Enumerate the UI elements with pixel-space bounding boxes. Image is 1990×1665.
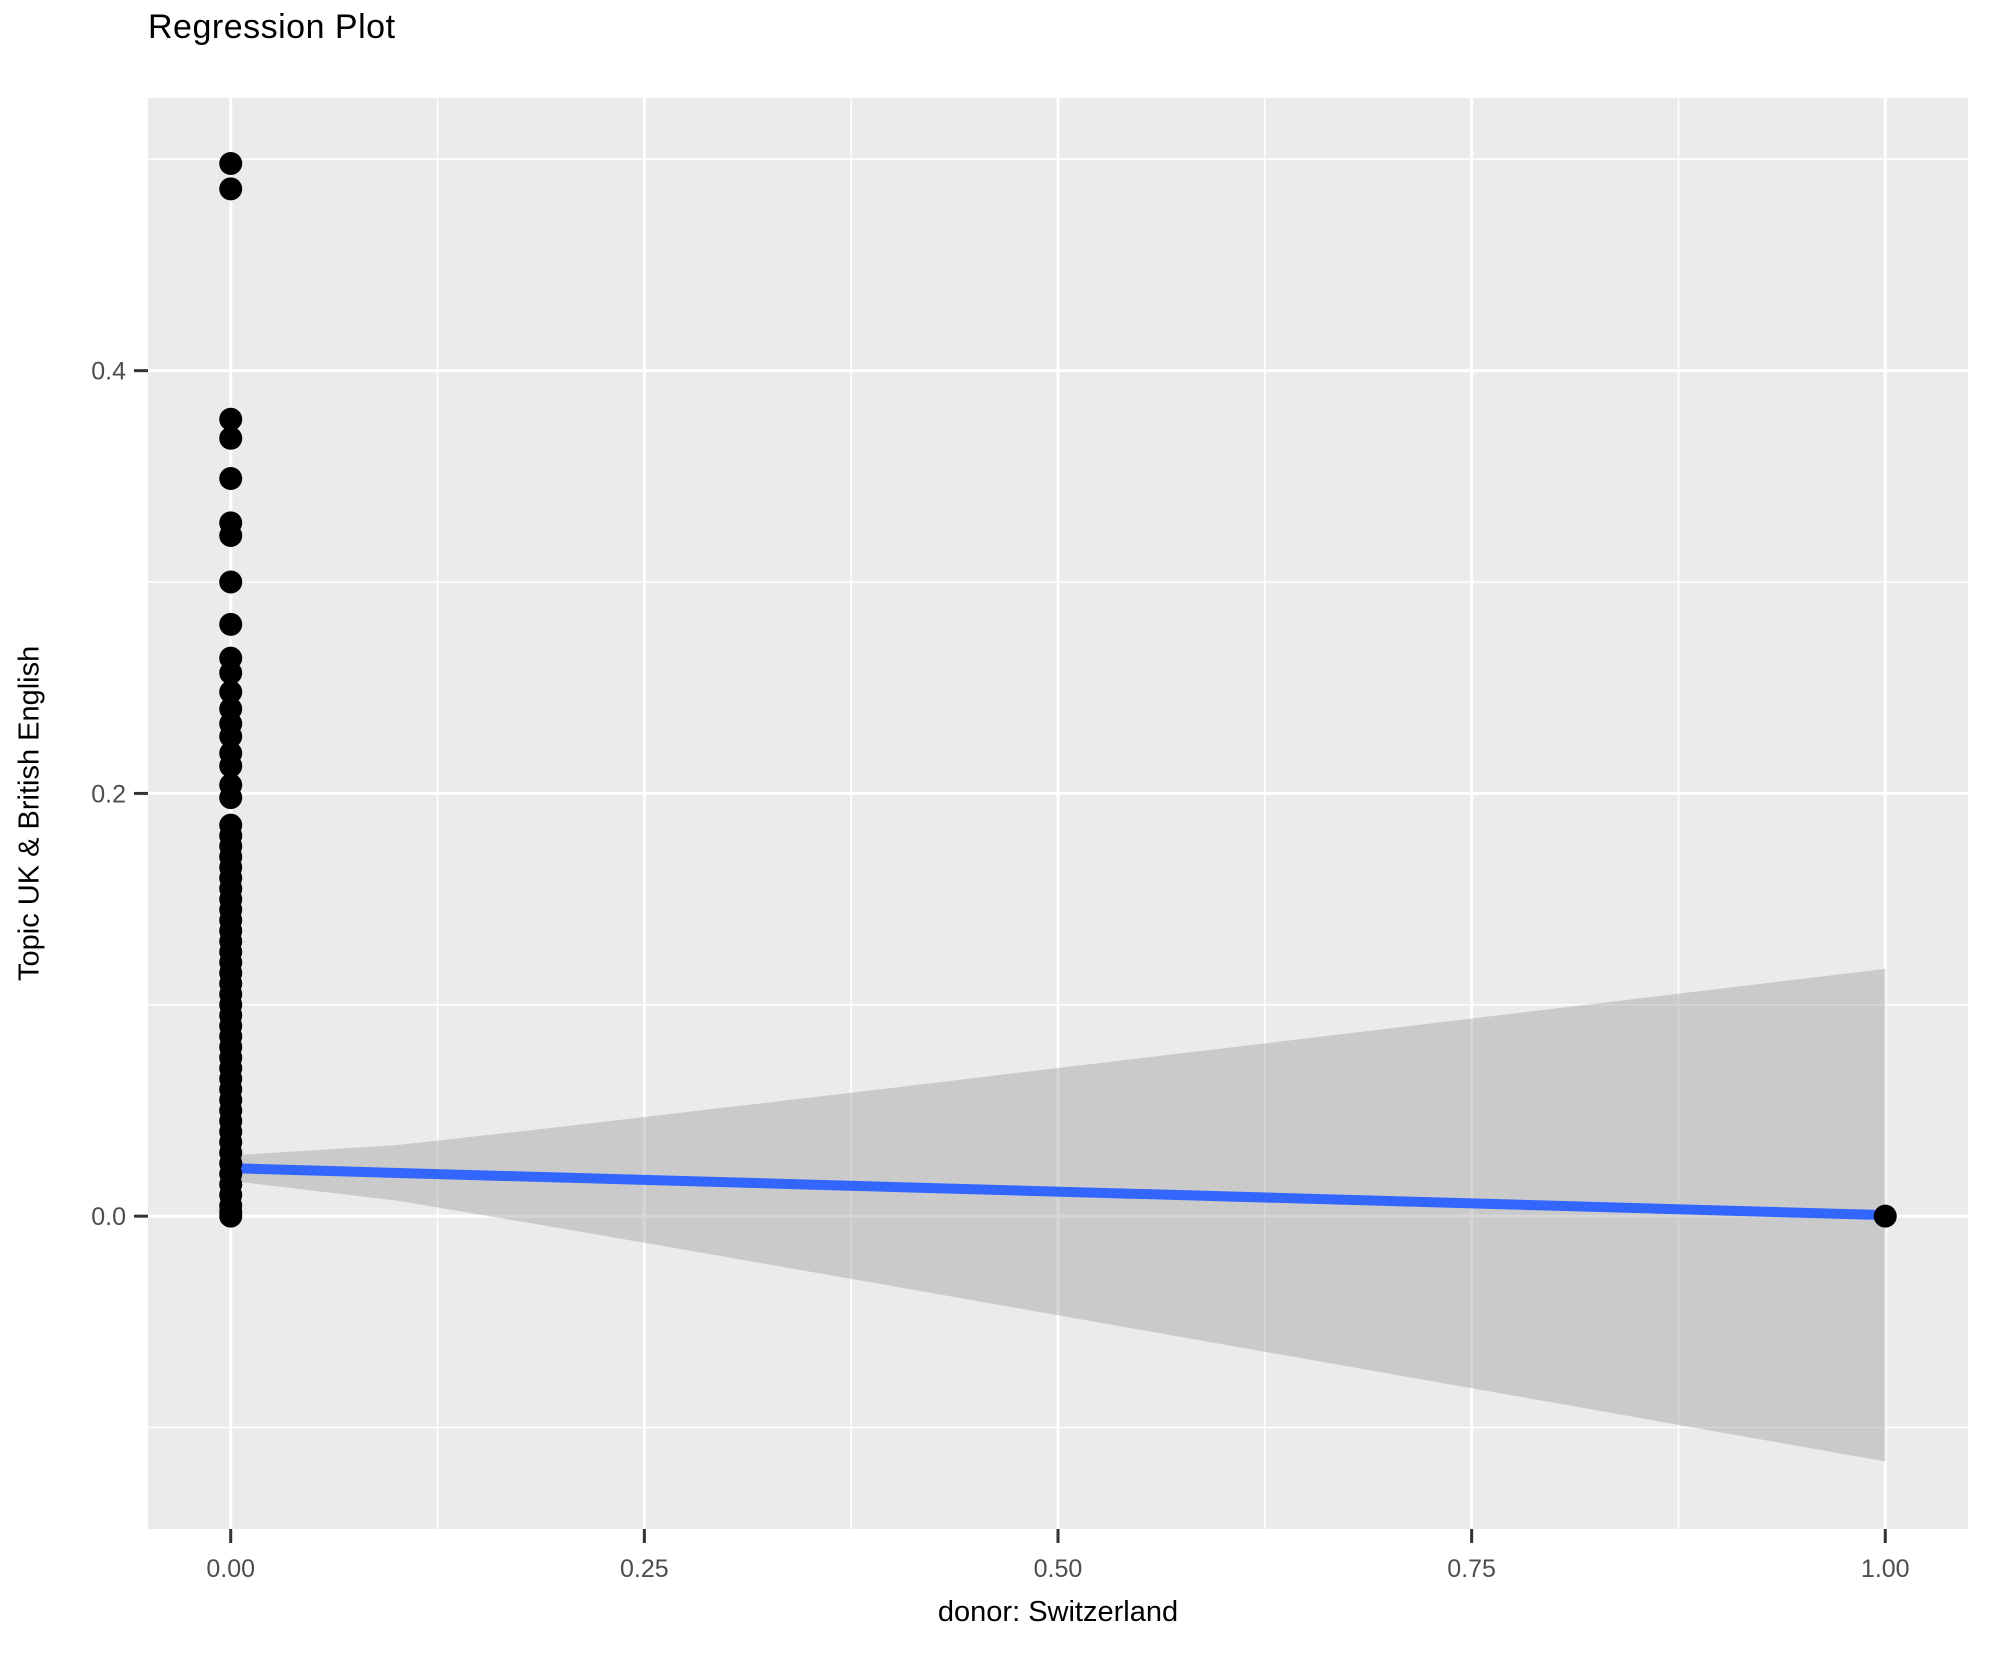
data-point bbox=[219, 407, 243, 431]
y-axis-tick-label: 0.2 bbox=[91, 780, 126, 808]
x-axis-tick-label: 0.75 bbox=[1447, 1555, 1496, 1583]
data-point bbox=[219, 724, 243, 748]
x-axis-title: donor: Switzerland bbox=[937, 1596, 1179, 1628]
data-point bbox=[219, 524, 243, 548]
y-axis-tick-label: 0.4 bbox=[91, 358, 126, 386]
x-axis-tick-label: 1.00 bbox=[1861, 1555, 1910, 1583]
data-point bbox=[219, 661, 243, 685]
data-point bbox=[219, 680, 243, 704]
y-axis-tick-label: 0.0 bbox=[91, 1203, 126, 1231]
data-point bbox=[219, 466, 243, 490]
data-point bbox=[1873, 1204, 1897, 1228]
data-point bbox=[219, 570, 243, 594]
x-axis-tick-label: 0.00 bbox=[206, 1555, 255, 1583]
plot-title: Regression Plot bbox=[148, 8, 396, 46]
data-point bbox=[219, 177, 243, 201]
confidence-band bbox=[230, 968, 1886, 1462]
data-point bbox=[219, 612, 243, 636]
data-point bbox=[219, 152, 243, 176]
data-point bbox=[219, 1204, 243, 1228]
data-point bbox=[219, 426, 243, 450]
y-axis-title: Topic UK & British English bbox=[13, 645, 46, 982]
data-point bbox=[219, 786, 243, 810]
x-axis-tick-label: 0.25 bbox=[620, 1555, 669, 1583]
regression-line bbox=[230, 1163, 1886, 1221]
x-axis-tick-label: 0.50 bbox=[1034, 1555, 1083, 1583]
data-point bbox=[219, 754, 243, 778]
